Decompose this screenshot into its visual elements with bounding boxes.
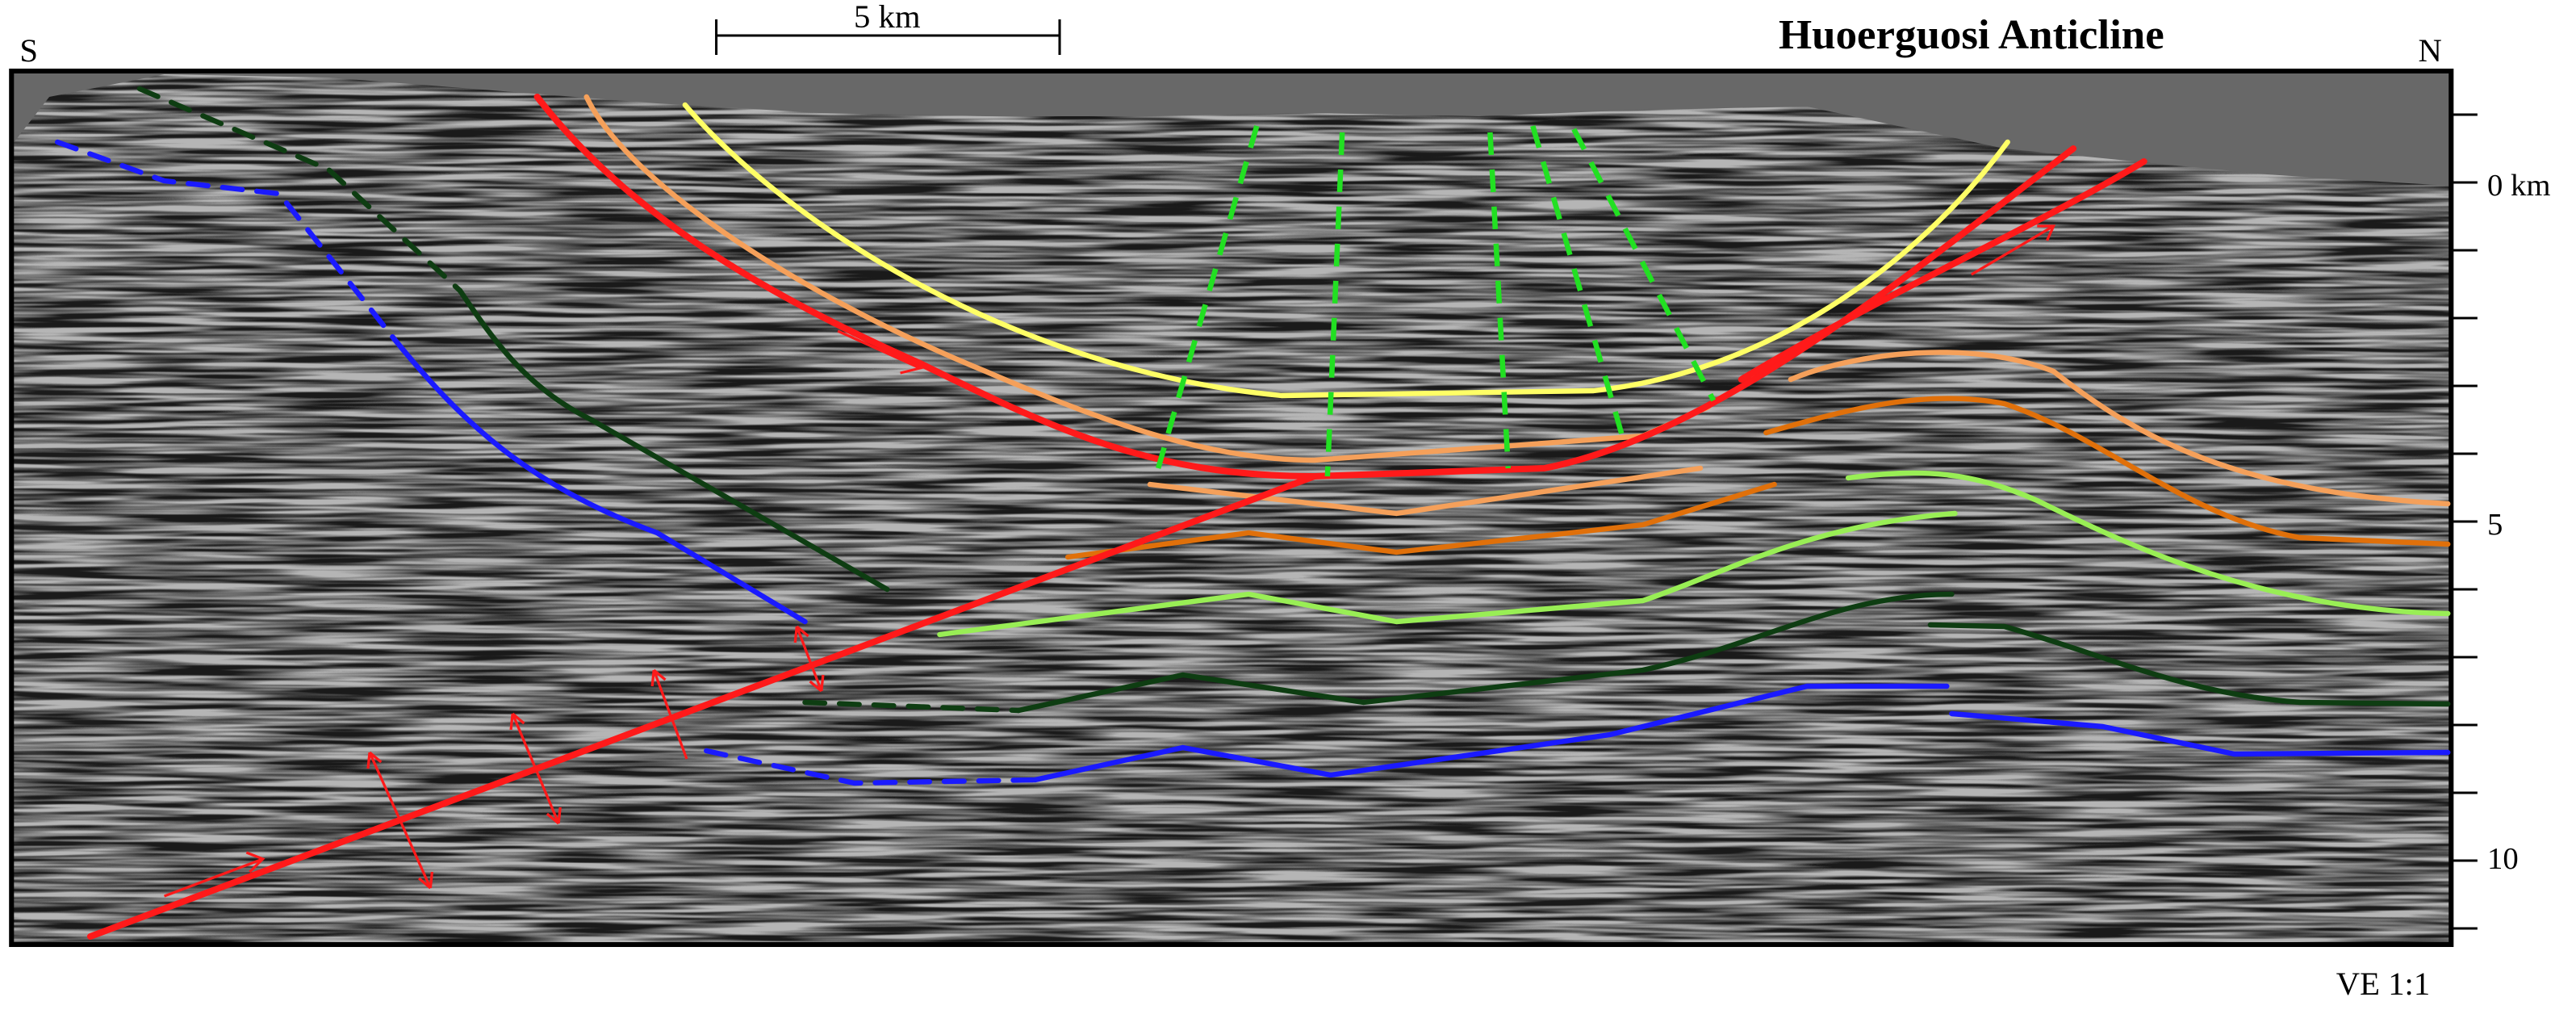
depth-label: 5: [2487, 508, 2503, 542]
depth-label: 10: [2487, 842, 2519, 876]
horizons: [54, 86, 2451, 786]
depth-label: 0 km: [2487, 169, 2551, 203]
south-label: S: [19, 32, 38, 69]
faults: [86, 94, 2147, 940]
scale-label: 5 km: [854, 0, 921, 35]
depth-axis: 0 km 5 10: [2451, 113, 2551, 930]
ve-label: VE 1:1: [2336, 966, 2430, 1002]
title: Huoerguosi Anticline: [1779, 11, 2164, 57]
north-label: N: [2419, 32, 2442, 69]
frame: [9, 69, 2454, 947]
scale-bar: 5 km: [715, 0, 1061, 55]
arrows: [163, 224, 2056, 898]
